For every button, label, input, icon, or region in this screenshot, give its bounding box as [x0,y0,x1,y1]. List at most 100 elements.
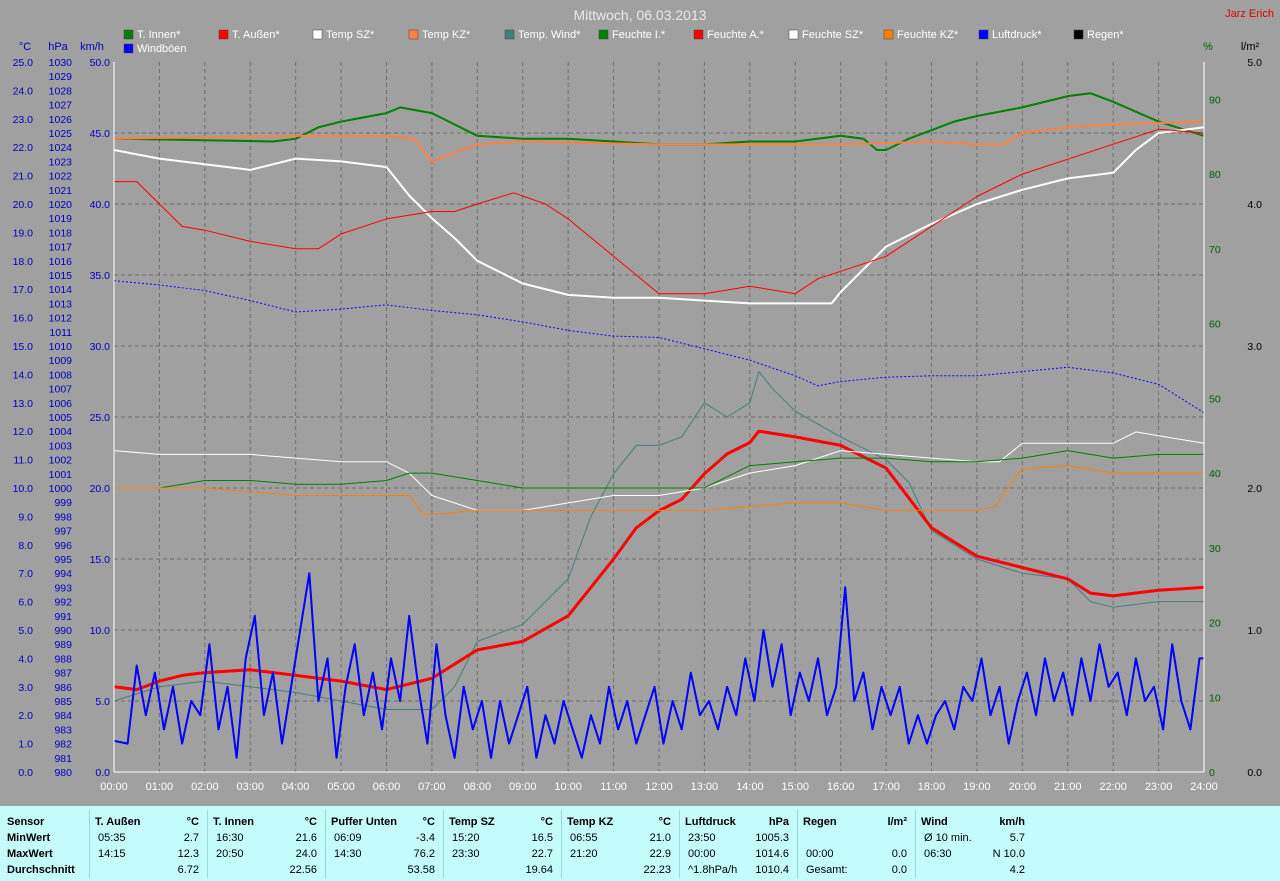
stats-cell: 21:20 22.9 [567,846,671,862]
time-tick-label: 09:00 [509,781,537,793]
pressure-tick-label: 1027 [49,100,73,112]
pressure-tick-label: 994 [54,568,72,580]
stats-cell-value: 0.0 [891,864,907,876]
unit-rain: l/m² [1241,41,1260,53]
rain-tick-label: 5.0 [1247,57,1262,69]
humidity-tick-label: 60 [1209,319,1221,331]
stats-cell-value: 21.0 [649,832,671,844]
stats-cell-time: 00:00 [688,848,716,860]
wind-tick-label: 20.0 [90,483,111,495]
legend-label: T. Außen* [232,29,280,41]
unit-celsius: °C [19,41,31,53]
temp-tick-label: 14.0 [13,369,34,381]
stats-column-separator [207,810,208,878]
stats-cell: Gesamt: 0.0 [803,862,907,878]
stats-cell-time: 14:30 [334,848,362,860]
humidity-tick-label: 80 [1209,169,1221,181]
series-line [113,429,1205,692]
legend-label: Feuchte KZ* [897,29,959,41]
time-tick-label: 10:00 [554,781,582,793]
pressure-tick-label: 998 [54,511,72,523]
stats-column: Temp SZ °C 15:20 16.5 23:30 22.7 19.64 [449,814,553,878]
time-tick-label: 19:00 [963,781,991,793]
temp-tick-label: 25.0 [13,57,34,69]
stats-cell: 06:09 -3.4 [331,830,435,846]
pressure-tick-label: 999 [54,497,72,509]
pressure-tick-label: 1018 [49,227,73,239]
temp-tick-label: 10.0 [13,483,34,495]
series-line [113,280,1205,414]
weather-chart: 25.0 24.0 23.0 22.0 21.0 20.0 19.0 18.0 17.0 16.0… [13,7,1274,793]
stats-cell: 19.64 [449,862,553,878]
wind-tick-label: 0.0 [95,767,110,779]
temp-tick-label: 11.0 [13,455,33,467]
wind-tick-label: 45.0 [90,128,111,140]
legend-swatch [1073,29,1084,40]
stats-column-header: T. Innen °C [213,814,317,830]
temp-tick-label: 5.0 [18,625,33,637]
stats-cell-value: 24.0 [295,848,317,860]
legend-swatch [123,29,134,40]
pressure-tick-label: 1026 [49,114,73,126]
humidity-tick-label: 10 [1209,692,1221,704]
time-tick-label: 00:00 [100,781,128,793]
stats-column-name: Regen [803,816,837,828]
stats-cell-value: 16.5 [531,832,553,844]
stats-column: Puffer Unten °C 06:09 -3.4 14:30 76.2 53.58 [331,814,435,878]
legend-label: Feuchte A.* [707,29,765,41]
stats-cell-time: 06:55 [570,832,598,844]
stats-cell: 05:35 2.7 [95,830,199,846]
time-tick-label: 04:00 [282,781,310,793]
stats-cell-time: Gesamt: [806,864,848,876]
stats-cell-value: 4.2 [1009,864,1025,876]
pressure-tick-label: 997 [54,526,72,538]
legend-swatch [312,29,323,40]
legend-swatch [408,29,419,40]
series-line [113,126,1205,305]
stats-cell-value: -3.4 [416,832,435,844]
pressure-tick-label: 1004 [49,426,73,438]
pressure-tick-label: 993 [54,582,72,594]
humidity-tick-label: 70 [1209,244,1221,256]
legend-label: Luftdruck* [992,29,1042,41]
legend-swatch [504,29,515,40]
stats-cell: 23:50 1005.3 [685,830,789,846]
legend-label: Temp SZ* [326,29,375,41]
pressure-tick-label: 1014 [49,284,73,296]
temp-tick-label: 17.0 [13,284,34,296]
stats-cell: 20:50 24.0 [213,846,317,862]
wind-tick-label: 35.0 [90,270,111,282]
stats-cell-time: 06:09 [334,832,362,844]
time-tick-label: 15:00 [781,781,809,793]
pressure-tick-label: 1001 [49,469,73,481]
temp-tick-label: 7.0 [18,568,33,580]
humidity-tick-label: 0 [1209,767,1215,779]
temp-tick-label: 21.0 [13,171,34,183]
stats-row-avg: Durchschnitt [7,864,75,876]
stats-cell: 16:30 21.6 [213,830,317,846]
stats-cell-time: 23:50 [688,832,716,844]
series-line [114,465,1204,515]
time-tick-label: 01:00 [146,781,174,793]
stats-cell-value: 1005.3 [755,832,789,844]
legend-label: Feuchte SZ* [802,29,864,41]
pressure-tick-label: 1028 [49,85,73,97]
pressure-tick-label: 1006 [49,398,73,410]
stats-cell: 22.56 [213,862,317,878]
temp-tick-label: 0.0 [18,767,33,779]
stats-column-unit: km/h [999,816,1025,828]
wind-tick-label: 15.0 [90,554,111,566]
stats-cell: 22.23 [567,862,671,878]
stats-row-max: MaxWert [7,848,53,860]
pressure-tick-label: 981 [54,753,72,765]
time-tick-label: 17:00 [872,781,900,793]
stats-column-header: Luftdruck hPa [685,814,789,830]
wind-tick-label: 50.0 [90,57,111,69]
temp-tick-label: 20.0 [13,199,34,211]
stats-cell-value: 22.23 [643,864,671,876]
pressure-tick-label: 1019 [49,213,73,225]
stats-cell-value: 22.9 [649,848,671,860]
stats-cell: 14:30 76.2 [331,846,435,862]
time-tick-label: 03:00 [236,781,264,793]
time-tick-label: 23:00 [1145,781,1173,793]
